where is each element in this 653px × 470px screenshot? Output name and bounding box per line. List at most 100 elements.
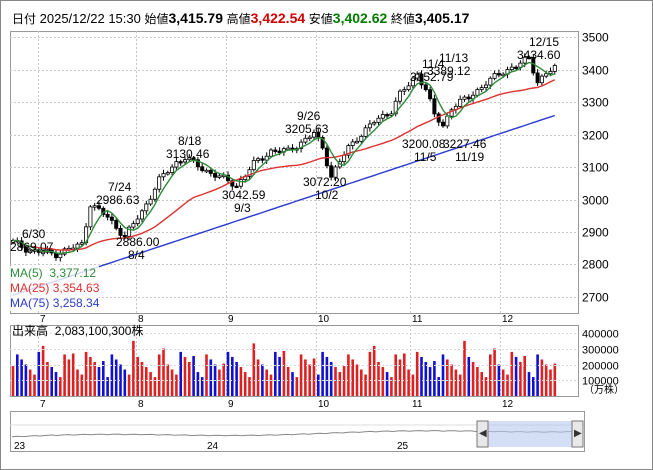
candle-body bbox=[118, 227, 123, 236]
month-label: 8 bbox=[138, 399, 144, 410]
volume-bar bbox=[415, 351, 419, 396]
month-label: 10 bbox=[318, 399, 330, 410]
candle-body bbox=[105, 214, 110, 218]
candle-body bbox=[423, 84, 428, 91]
volume-bar bbox=[329, 361, 333, 396]
volume-bar bbox=[372, 345, 376, 396]
volume-bar bbox=[114, 359, 118, 396]
volume-bar bbox=[256, 359, 260, 396]
price-axis-label: 3400 bbox=[582, 64, 609, 78]
navigator-right-handle[interactable] bbox=[571, 420, 584, 448]
candle-body bbox=[419, 73, 424, 86]
volume-bar bbox=[106, 377, 109, 396]
annotation-date: 8/18 bbox=[178, 134, 202, 148]
volume-unit-label: （万株） bbox=[584, 383, 624, 396]
volume-bar bbox=[394, 354, 397, 396]
candle-body bbox=[277, 150, 282, 154]
volume-bar bbox=[218, 369, 221, 396]
volume-bar bbox=[157, 354, 161, 396]
volume-bar bbox=[506, 374, 509, 396]
candle-body bbox=[256, 158, 261, 161]
candle-body bbox=[479, 87, 484, 90]
candle-body bbox=[346, 145, 351, 156]
volume-bar bbox=[200, 377, 204, 396]
volume-bar bbox=[282, 350, 286, 396]
volume-bar bbox=[274, 351, 277, 396]
volume-bar bbox=[454, 369, 458, 396]
volume-bar bbox=[59, 377, 62, 396]
candle-body bbox=[122, 234, 127, 238]
month-label: 8 bbox=[138, 314, 144, 325]
candle-body bbox=[333, 166, 338, 178]
price-header: 日付 2025/12/22 15:30 始値3,415.79 高値3,422.5… bbox=[12, 10, 469, 27]
volume-bar bbox=[145, 367, 148, 396]
annotation-date: 9/26 bbox=[297, 109, 321, 123]
volume-bar bbox=[76, 369, 79, 396]
volume-bar bbox=[390, 377, 393, 396]
candle-body bbox=[79, 242, 84, 245]
candle-body bbox=[462, 96, 467, 100]
volume-bar bbox=[196, 372, 200, 396]
annotation-value: 3389.12 bbox=[427, 64, 471, 78]
candle-body bbox=[260, 158, 265, 161]
annotation-value: 3042.59 bbox=[222, 188, 266, 202]
annotation-value: 3352.79 bbox=[410, 70, 454, 84]
candle-body bbox=[135, 218, 140, 225]
volume-bar bbox=[71, 353, 75, 396]
volume-bar bbox=[239, 367, 243, 396]
volume-bar bbox=[84, 351, 88, 396]
candle-body bbox=[320, 137, 325, 149]
candle-body bbox=[165, 172, 170, 175]
volume-bar bbox=[441, 354, 445, 396]
annotation-date: 9/3 bbox=[234, 201, 251, 215]
candle-body bbox=[475, 89, 480, 96]
candle-body bbox=[182, 159, 187, 163]
volume-bar bbox=[523, 355, 526, 396]
annotation-date: 11/4 bbox=[422, 57, 445, 71]
volume-bar bbox=[510, 351, 514, 396]
candle-body bbox=[88, 206, 93, 228]
candle-body bbox=[428, 89, 433, 100]
candle-body bbox=[238, 179, 243, 187]
volume-bar bbox=[286, 367, 290, 396]
volume-bar bbox=[67, 359, 71, 396]
candle-body bbox=[114, 219, 119, 229]
volume-bar bbox=[46, 361, 49, 396]
candle-body bbox=[354, 140, 359, 144]
volume-panel-frame bbox=[10, 325, 579, 397]
annotation-date: 6/30 bbox=[22, 227, 46, 241]
candle-body bbox=[195, 159, 200, 168]
candle-body bbox=[109, 216, 114, 221]
annotation-value: 2986.63 bbox=[96, 193, 140, 207]
price-axis-label: 2800 bbox=[582, 258, 609, 272]
candle-body bbox=[342, 154, 347, 163]
candle-body bbox=[311, 131, 316, 138]
candle-body bbox=[187, 157, 192, 161]
candle-body bbox=[307, 136, 312, 140]
volume-bar bbox=[248, 377, 251, 396]
volume-axis-label: 200000 bbox=[582, 361, 619, 373]
annotation-date: 11/19 bbox=[455, 150, 484, 164]
volume-bar bbox=[411, 374, 415, 396]
open-label: 始値 bbox=[144, 12, 169, 26]
candle-body bbox=[148, 198, 153, 205]
price-axis-label: 3500 bbox=[582, 31, 609, 45]
volume-bar bbox=[549, 369, 552, 396]
price-axis-label: 2700 bbox=[582, 291, 609, 305]
candle-body bbox=[522, 56, 527, 64]
volume-bar bbox=[132, 340, 135, 396]
candle-body bbox=[402, 89, 407, 92]
candle-body bbox=[161, 173, 166, 178]
low-label: 安値 bbox=[308, 12, 333, 26]
volume-bar bbox=[364, 374, 367, 396]
candle-body bbox=[514, 66, 519, 70]
volume-bar bbox=[123, 369, 127, 396]
candle-body bbox=[32, 249, 37, 252]
annotation-value: 3434.60 bbox=[517, 48, 561, 62]
volume-bar bbox=[407, 369, 410, 396]
navigator-left-handle[interactable] bbox=[476, 420, 489, 448]
volume-bar bbox=[381, 367, 385, 396]
candle-body bbox=[23, 246, 28, 253]
